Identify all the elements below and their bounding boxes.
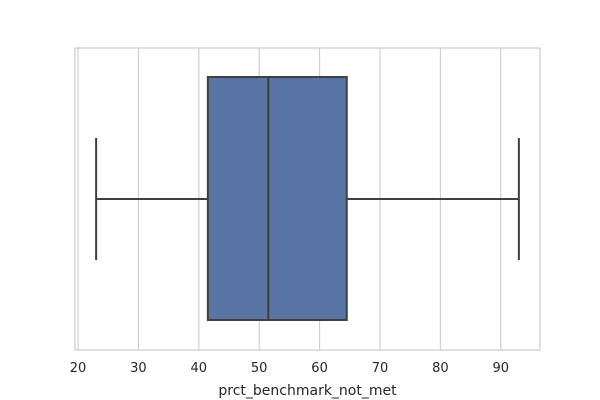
plot-frame [74,47,541,351]
x-tick-label-80: 80 [432,361,449,376]
x-axis-ticks: 20 30 40 50 60 70 80 90 [70,361,509,376]
x-tick-label-60: 60 [311,361,328,376]
x-tick-label-20: 20 [70,361,87,376]
x-tick-label-40: 40 [191,361,208,376]
x-tick-label-70: 70 [372,361,389,376]
x-axis-label: prct_benchmark_not_met [218,383,397,399]
x-tick-label-90: 90 [492,361,509,376]
x-tick-label-50: 50 [251,361,268,376]
iqr-box [206,76,348,321]
boxplot-series [95,76,520,321]
x-tick-label-30: 30 [130,361,147,376]
